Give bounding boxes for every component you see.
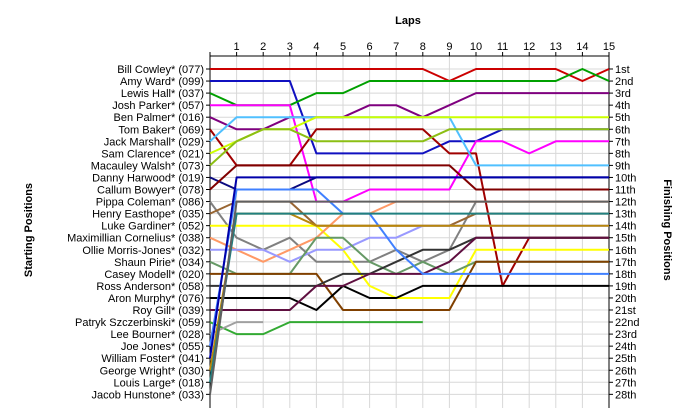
driver-label: Macauley Walsh* (073) bbox=[91, 160, 204, 172]
finishing-position-label: 15th bbox=[615, 233, 636, 245]
finishing-position-label: 7th bbox=[615, 136, 630, 148]
driver-label: Jacob Hunstone* (033) bbox=[91, 389, 204, 401]
finishing-position-label: 20th bbox=[615, 293, 636, 305]
finishing-position-label: 18th bbox=[615, 269, 636, 281]
finishing-position-label: 10th bbox=[615, 172, 636, 184]
series-line bbox=[210, 284, 609, 311]
driver-label: Bill Cowley* (077) bbox=[117, 64, 204, 76]
finishing-position-label: 16th bbox=[615, 245, 636, 257]
driver-label: Tom Baker* (069) bbox=[118, 124, 204, 136]
x-tick-label: 15 bbox=[603, 41, 615, 53]
finishing-position-label: 28th bbox=[615, 389, 636, 401]
driver-label: Amy Ward* (099) bbox=[120, 76, 204, 88]
series-line bbox=[210, 68, 610, 82]
finishing-position-label: 3rd bbox=[615, 88, 631, 100]
x-tick-label: 10 bbox=[470, 41, 482, 53]
driver-label: Ben Palmer* (016) bbox=[114, 112, 205, 124]
x-tick-label: 5 bbox=[340, 41, 346, 53]
finishing-position-label: 12th bbox=[615, 197, 636, 209]
driver-label: Danny Harwood* (019) bbox=[92, 172, 204, 184]
driver-label: Ollie Morris-Jones* (032) bbox=[82, 245, 204, 257]
y-axis-left-label: Starting Positions bbox=[23, 183, 35, 277]
finishing-position-label: 25th bbox=[615, 353, 636, 365]
driver-label: Lee Bourner* (028) bbox=[110, 329, 204, 341]
driver-label: Lewis Hall* (037) bbox=[121, 88, 204, 100]
driver-label: Josh Parker* (057) bbox=[112, 100, 204, 112]
x-tick-label: 9 bbox=[446, 41, 452, 53]
series-line bbox=[209, 128, 609, 167]
x-tick-label: 4 bbox=[313, 41, 319, 53]
series-line bbox=[209, 188, 609, 347]
x-tick-label: 13 bbox=[550, 41, 562, 53]
finishing-position-label: 5th bbox=[615, 112, 630, 124]
driver-label: Casey Modell* (020) bbox=[104, 269, 204, 281]
series-line bbox=[210, 260, 609, 311]
x-tick-label: 12 bbox=[523, 41, 535, 53]
finishing-position-label: 2nd bbox=[615, 76, 633, 88]
y-axis-right-label: Finishing Positions bbox=[661, 179, 673, 280]
driver-label: Jack Marshall* (029) bbox=[104, 136, 204, 148]
axes bbox=[206, 52, 613, 408]
finishing-position-label: 1st bbox=[615, 64, 630, 76]
series-line bbox=[209, 321, 423, 336]
driver-label: Callum Bowyer* (078) bbox=[97, 185, 204, 197]
x-tick-label: 3 bbox=[287, 41, 293, 53]
series-line bbox=[209, 200, 609, 395]
finishing-position-label: 8th bbox=[615, 148, 630, 160]
series-line bbox=[209, 164, 609, 191]
finishing-position-label: 9th bbox=[615, 160, 630, 172]
labels: 1 2 3 4 5 6 7 8 9 10 11 12 13 14 151st2nd3rd4th5th6th7… bbox=[67, 41, 639, 401]
driver-label: Sam Clarence* (021) bbox=[101, 148, 204, 160]
driver-label: Pippa Coleman* (086) bbox=[96, 197, 204, 209]
series-line bbox=[209, 176, 609, 359]
driver-label: George Wright* (030) bbox=[100, 365, 204, 377]
finishing-position-label: 21st bbox=[615, 305, 636, 317]
x-tick-label: 1 bbox=[234, 41, 240, 53]
driver-label: Aron Murphy* (076) bbox=[108, 293, 204, 305]
x-tick-label: 11 bbox=[497, 41, 508, 53]
driver-label: Louis Large* (018) bbox=[113, 377, 204, 389]
finishing-position-label: 23rd bbox=[615, 329, 637, 341]
x-tick-label: 2 bbox=[260, 41, 266, 53]
finishing-position-label: 13th bbox=[615, 209, 636, 221]
finishing-position-label: 27th bbox=[615, 377, 636, 389]
series-line bbox=[210, 236, 609, 311]
driver-label: Ross Anderson* (058) bbox=[96, 281, 204, 293]
x-tick-label: 6 bbox=[367, 41, 373, 53]
x-tick-label: 7 bbox=[393, 41, 399, 53]
driver-label: Henry Easthope* (035) bbox=[92, 209, 204, 221]
finishing-position-label: 22nd bbox=[615, 317, 639, 329]
driver-label: Luke Gardiner* (052) bbox=[101, 221, 204, 233]
series-lines bbox=[209, 68, 610, 395]
finishing-position-label: 19th bbox=[615, 281, 636, 293]
chart-title: Laps bbox=[395, 15, 421, 27]
driver-label: Roy Gill* (039) bbox=[132, 305, 204, 317]
driver-label: Joe Jones* (055) bbox=[121, 341, 204, 353]
x-tick-label: 8 bbox=[420, 41, 426, 53]
finishing-position-label: 11th bbox=[615, 185, 636, 197]
finishing-position-label: 24th bbox=[615, 341, 636, 353]
series-line bbox=[210, 224, 609, 299]
driver-label: Patryk Szczerbinski* (059) bbox=[75, 317, 204, 329]
finishing-position-label: 14th bbox=[615, 221, 636, 233]
finishing-position-label: 6th bbox=[615, 124, 630, 136]
finishing-position-label: 26th bbox=[615, 365, 636, 377]
driver-label: Shaun Pirie* (034) bbox=[114, 257, 204, 269]
series-line bbox=[209, 212, 609, 383]
series-line bbox=[209, 92, 609, 131]
finishing-position-label: 4th bbox=[615, 100, 630, 112]
x-tick-label: 14 bbox=[576, 41, 588, 53]
driver-label: William Foster* (041) bbox=[101, 353, 204, 365]
finishing-position-label: 17th bbox=[615, 257, 636, 269]
series-line bbox=[210, 104, 609, 203]
driver-label: Maximillian Cornelius* (038) bbox=[67, 233, 204, 245]
